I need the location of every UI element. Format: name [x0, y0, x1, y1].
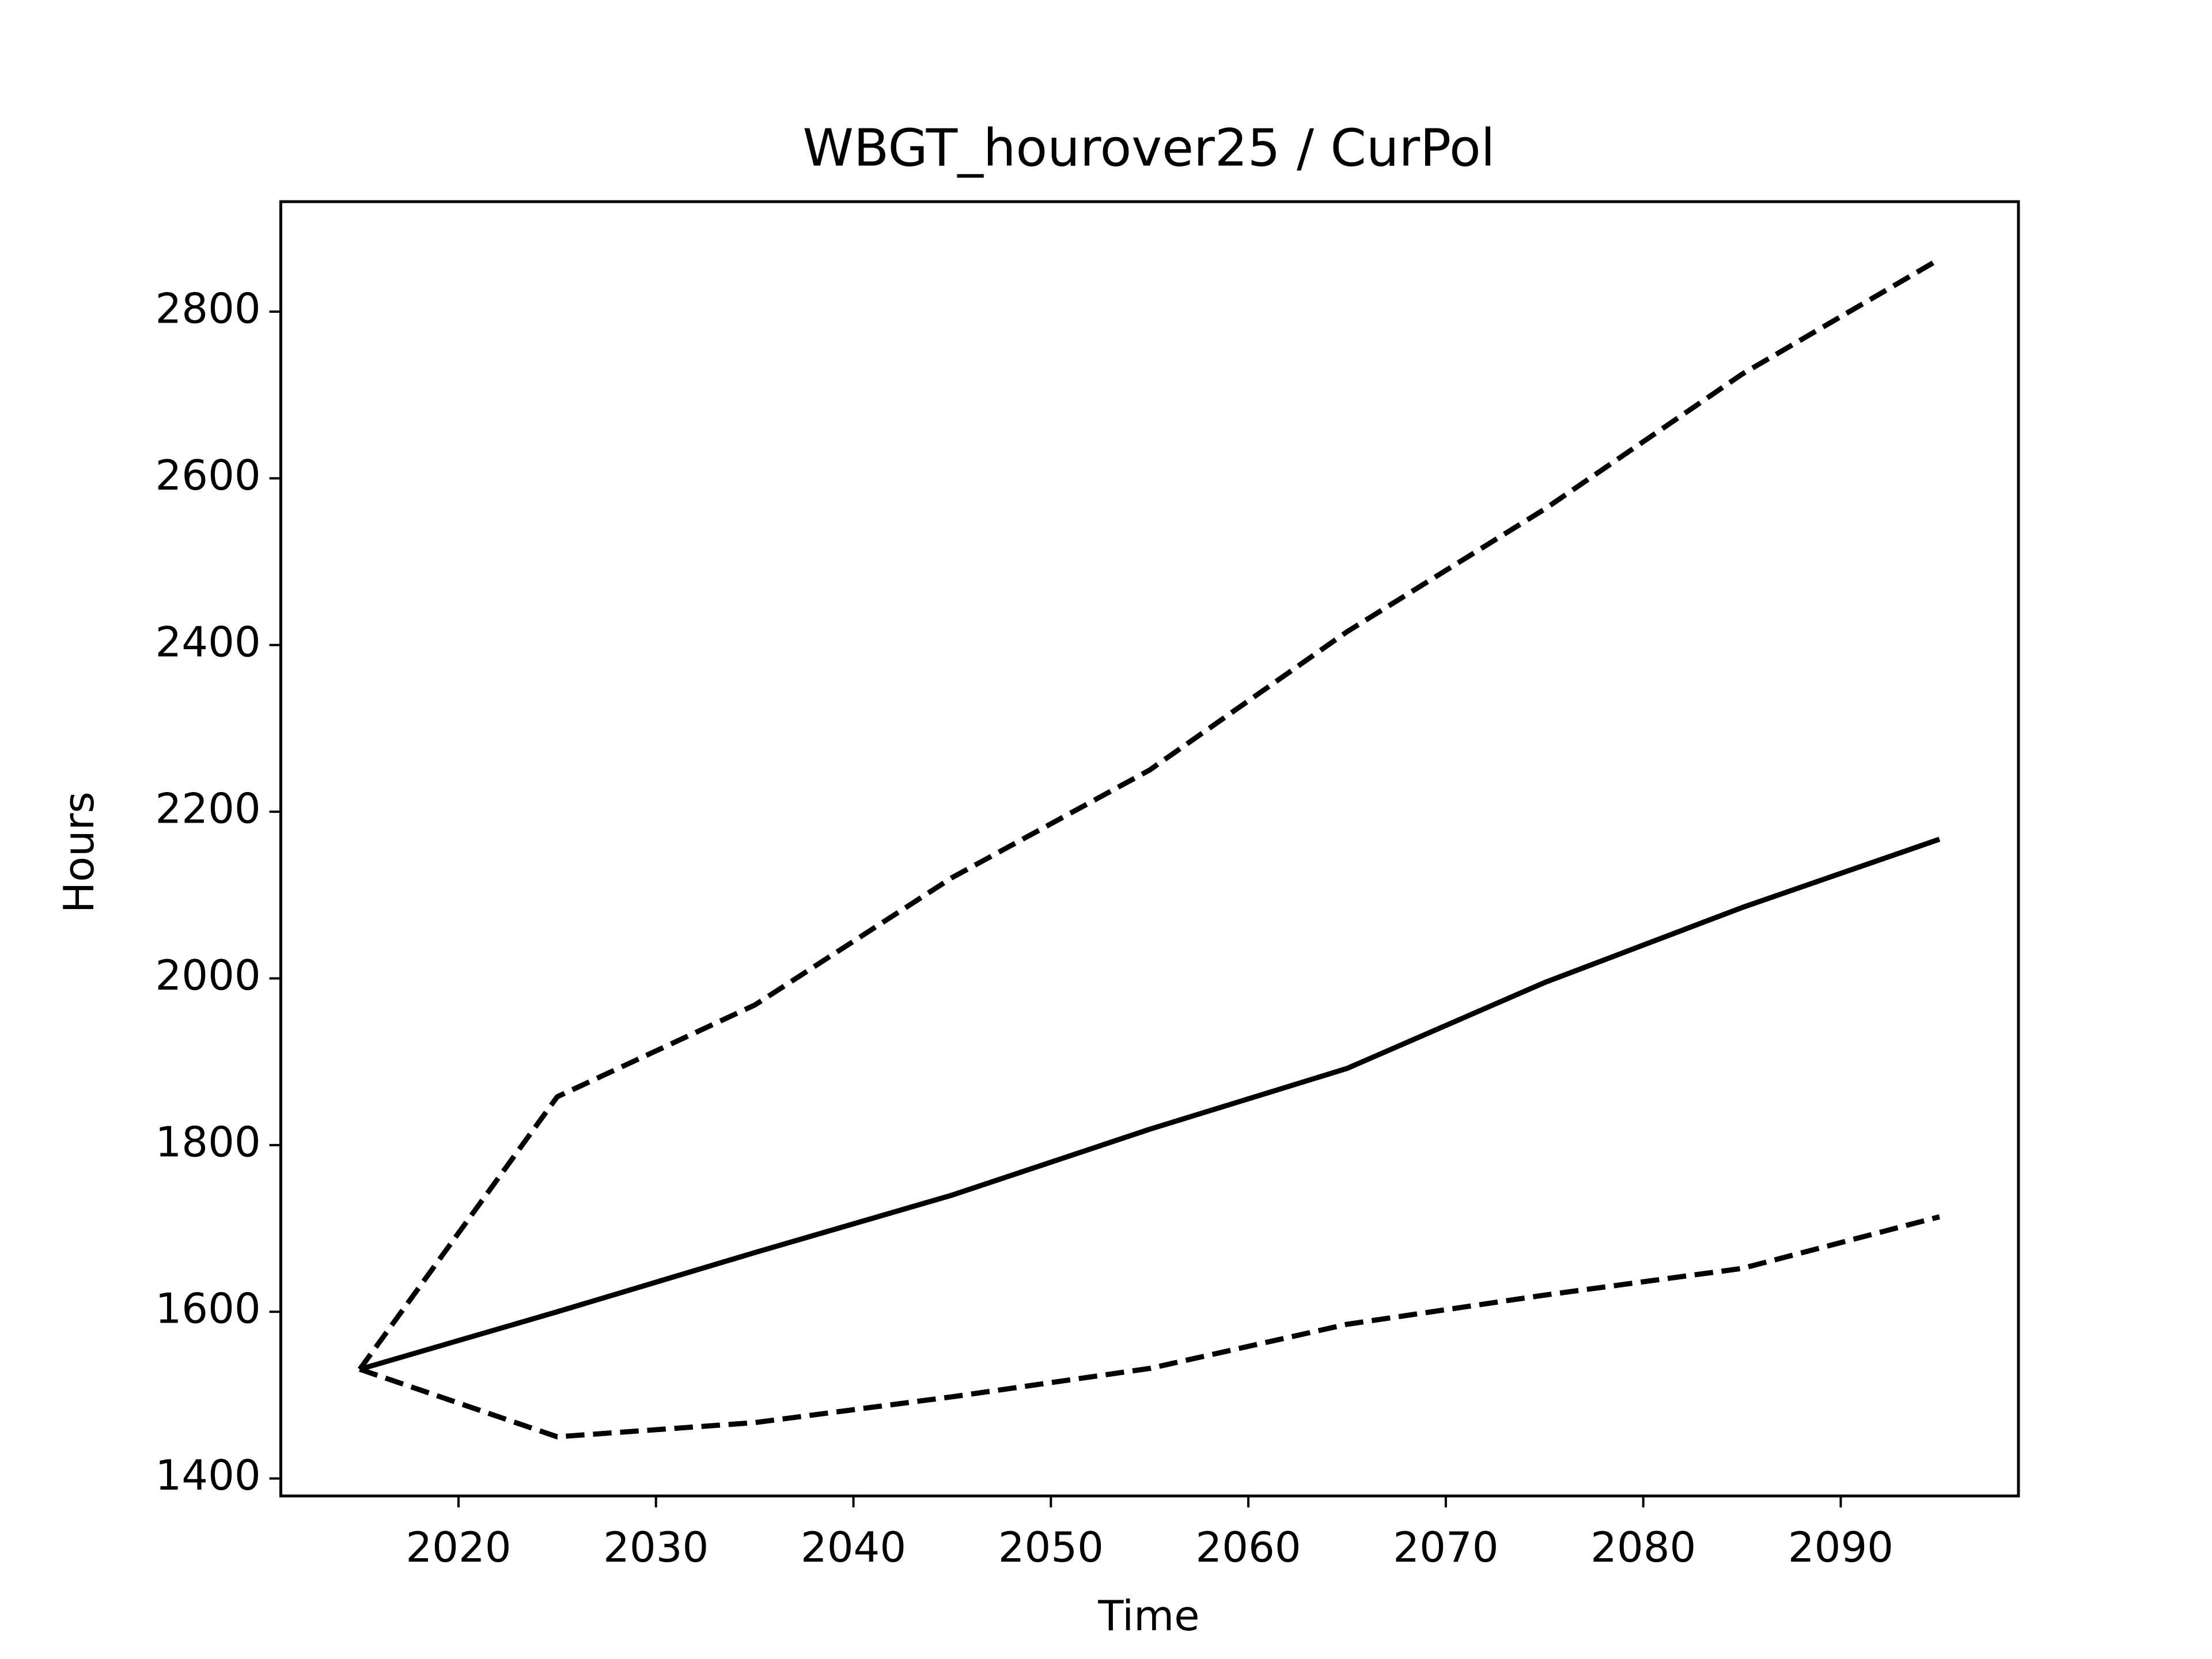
y-tick-label: 2600	[155, 451, 260, 499]
y-axis-label: Hours	[55, 791, 103, 913]
x-tick-label: 2070	[1393, 1523, 1498, 1571]
y-tick-label: 2400	[155, 618, 260, 666]
series-line	[357, 257, 1941, 1371]
x-tick-label: 2080	[1590, 1523, 1696, 1571]
y-tick-label: 2200	[155, 785, 260, 833]
x-tick-label: 2090	[1788, 1523, 1893, 1571]
series-line	[359, 1214, 1941, 1440]
y-tick-label: 1600	[155, 1285, 260, 1333]
x-tick-label: 2050	[998, 1523, 1104, 1571]
chart-title: WBGT_hourover25 / CurPol	[802, 119, 1495, 179]
y-tick-label: 2800	[155, 285, 260, 333]
x-tick-label: 2040	[801, 1523, 906, 1571]
y-tick-label: 1400	[155, 1451, 260, 1499]
plot-frame	[279, 200, 2020, 1498]
x-tick-label: 2030	[603, 1523, 709, 1571]
x-tick-label: 2020	[406, 1523, 511, 1571]
y-tick-label: 1800	[155, 1118, 260, 1166]
y-tick-label: 2000	[155, 951, 260, 999]
x-tick-label: 2060	[1196, 1523, 1301, 1571]
series-line	[359, 836, 1941, 1372]
x-axis-label: Time	[1097, 1592, 1199, 1640]
